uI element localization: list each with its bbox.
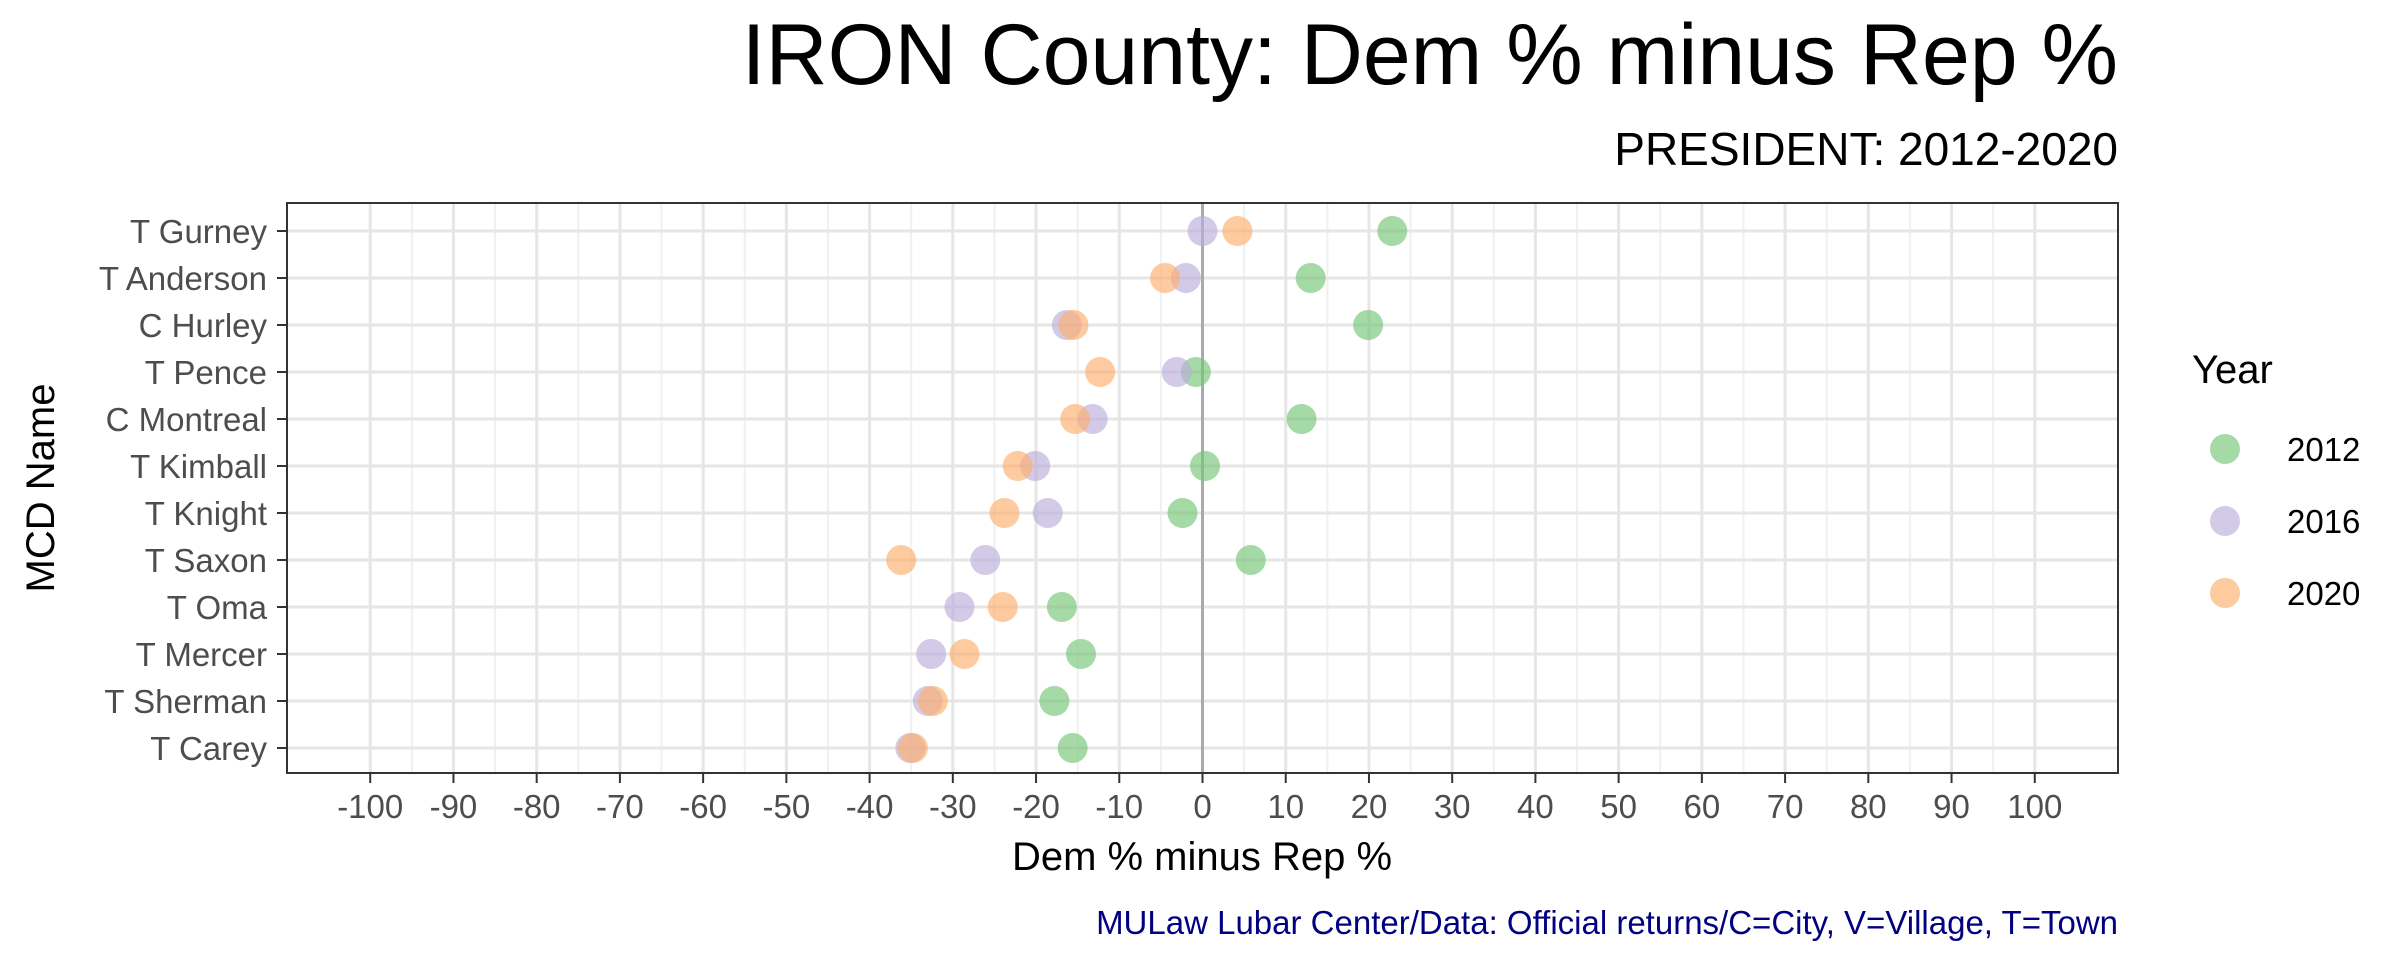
y-axis: T Gurney T Anderson C Hurley T Pence C Montr… xyxy=(99,213,287,767)
point-2016 xyxy=(970,545,1001,575)
point-2016 xyxy=(1170,263,1201,293)
legend-label-2012: 2012 xyxy=(2287,431,2360,468)
point-2020 xyxy=(1150,263,1181,293)
point-2012 xyxy=(1353,310,1384,340)
point-2012 xyxy=(1167,498,1198,528)
point-2012 xyxy=(1189,451,1220,481)
point-2020 xyxy=(987,592,1018,622)
x-axis-label: Dem % minus Rep % xyxy=(1012,835,1392,879)
x-tick-label: 60 xyxy=(1684,788,1721,825)
x-tick-label: 80 xyxy=(1850,788,1887,825)
x-tick-label: 10 xyxy=(1267,788,1304,825)
y-tick-label: C Montreal xyxy=(106,401,267,438)
point-2020 xyxy=(1058,310,1089,340)
point-2012 xyxy=(1065,639,1096,669)
x-tick-label: -40 xyxy=(846,788,894,825)
x-tick-label: 50 xyxy=(1600,788,1637,825)
x-tick-label: -60 xyxy=(679,788,727,825)
point-2012 xyxy=(1295,263,1326,293)
x-tick-label: -50 xyxy=(763,788,811,825)
y-tick-label: T Anderson xyxy=(99,260,267,297)
legend-key-2020 xyxy=(2210,578,2240,608)
point-2016 xyxy=(1032,498,1063,528)
x-tick-label: -20 xyxy=(1012,788,1060,825)
point-2020 xyxy=(949,639,980,669)
x-tick-label: 40 xyxy=(1517,788,1554,825)
y-tick-label: T Knight xyxy=(145,495,267,532)
point-2020 xyxy=(1002,451,1033,481)
y-tick-label: C Hurley xyxy=(139,307,268,344)
legend-key-2016 xyxy=(2210,506,2240,536)
point-2016 xyxy=(916,639,947,669)
y-tick-label: T Mercer xyxy=(136,636,267,673)
point-2016 xyxy=(944,592,975,622)
point-2020 xyxy=(1060,404,1091,434)
point-2016 xyxy=(1187,216,1218,246)
legend-label-2016: 2016 xyxy=(2287,503,2360,540)
x-tick-label: 70 xyxy=(1767,788,1804,825)
legend: 2012 2016 2020 xyxy=(2210,431,2360,612)
point-2020 xyxy=(897,733,928,763)
chart-title: IRON County: Dem % minus Rep % xyxy=(742,7,2118,103)
x-tick-label: -70 xyxy=(596,788,644,825)
x-tick-label: 0 xyxy=(1193,788,1211,825)
data-points xyxy=(886,216,1408,763)
y-tick-label: T Sherman xyxy=(104,683,267,720)
x-axis: -100 -90 -80 -70 -60 -50 -40 -30 -20 -10 0 10 20 30 40… xyxy=(337,773,2062,825)
x-tick-label: -90 xyxy=(430,788,478,825)
point-2016 xyxy=(1161,357,1192,387)
y-tick-label: T Gurney xyxy=(130,213,267,250)
x-tick-label: -10 xyxy=(1095,788,1143,825)
x-tick-label: 20 xyxy=(1351,788,1388,825)
x-tick-label: -30 xyxy=(929,788,977,825)
y-tick-label: T Kimball xyxy=(130,448,267,485)
y-tick-label: T Saxon xyxy=(145,542,267,579)
y-tick-label: T Pence xyxy=(145,354,267,391)
point-2012 xyxy=(1286,404,1317,434)
legend-label-2020: 2020 xyxy=(2287,575,2360,612)
point-2012 xyxy=(1039,686,1070,716)
point-2012 xyxy=(1377,216,1408,246)
point-2012 xyxy=(1046,592,1077,622)
x-tick-label: 30 xyxy=(1434,788,1471,825)
point-2012 xyxy=(1057,733,1088,763)
point-2012 xyxy=(1235,545,1266,575)
legend-title: Year xyxy=(2192,348,2273,392)
point-2020 xyxy=(886,545,917,575)
x-tick-label: 90 xyxy=(1933,788,1970,825)
point-2020 xyxy=(1085,357,1116,387)
y-tick-label: T Carey xyxy=(150,730,267,767)
point-2020 xyxy=(1222,216,1253,246)
chart-subtitle: PRESIDENT: 2012-2020 xyxy=(1614,123,2118,175)
chart-caption: MULaw Lubar Center/Data: Official return… xyxy=(1096,904,2118,941)
point-2020 xyxy=(917,686,948,716)
x-tick-label: -80 xyxy=(513,788,561,825)
x-tick-label: -100 xyxy=(337,788,403,825)
point-2020 xyxy=(989,498,1020,528)
x-tick-label: 100 xyxy=(2007,788,2062,825)
y-axis-label: MCD Name xyxy=(19,384,63,593)
legend-key-2012 xyxy=(2210,434,2240,464)
y-tick-label: T Oma xyxy=(167,589,268,626)
